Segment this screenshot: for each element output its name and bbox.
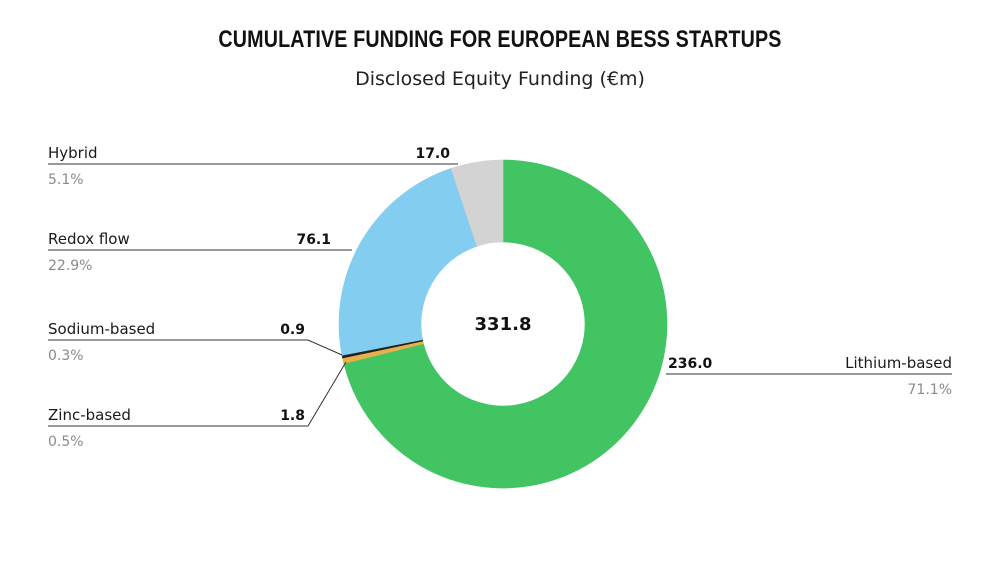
total-value: 331.8 [475, 314, 532, 335]
value-redox-flow: 76.1 [296, 232, 331, 248]
percent-hybrid: 5.1% [48, 172, 84, 188]
value-hybrid: 17.0 [415, 146, 450, 162]
percent-redox-flow: 22.9% [48, 258, 92, 274]
chart-title: CUMULATIVE FUNDING FOR EUROPEAN BESS STA… [218, 26, 782, 53]
label-lithium-based: Lithium-based [845, 354, 952, 372]
label-redox-flow: Redox flow [48, 230, 130, 248]
value-sodium-based: 0.9 [280, 322, 305, 338]
value-zinc-based: 1.8 [280, 408, 305, 424]
leader-line-sodium-based [48, 339, 343, 356]
chart-subtitle: Disclosed Equity Funding (€m) [355, 68, 645, 90]
percent-sodium-based: 0.3% [48, 348, 84, 364]
percent-lithium-based: 71.1% [908, 382, 952, 398]
label-hybrid: Hybrid [48, 144, 98, 162]
percent-zinc-based: 0.5% [48, 434, 84, 450]
slice-hybrid [450, 159, 504, 247]
value-lithium-based: 236.0 [668, 356, 713, 372]
label-zinc-based: Zinc-based [48, 406, 131, 424]
slice-lithium-based [343, 159, 668, 489]
label-sodium-based: Sodium-based [48, 320, 155, 338]
slice-redox-flow [338, 168, 478, 356]
leader-line-zinc-based [48, 361, 347, 427]
